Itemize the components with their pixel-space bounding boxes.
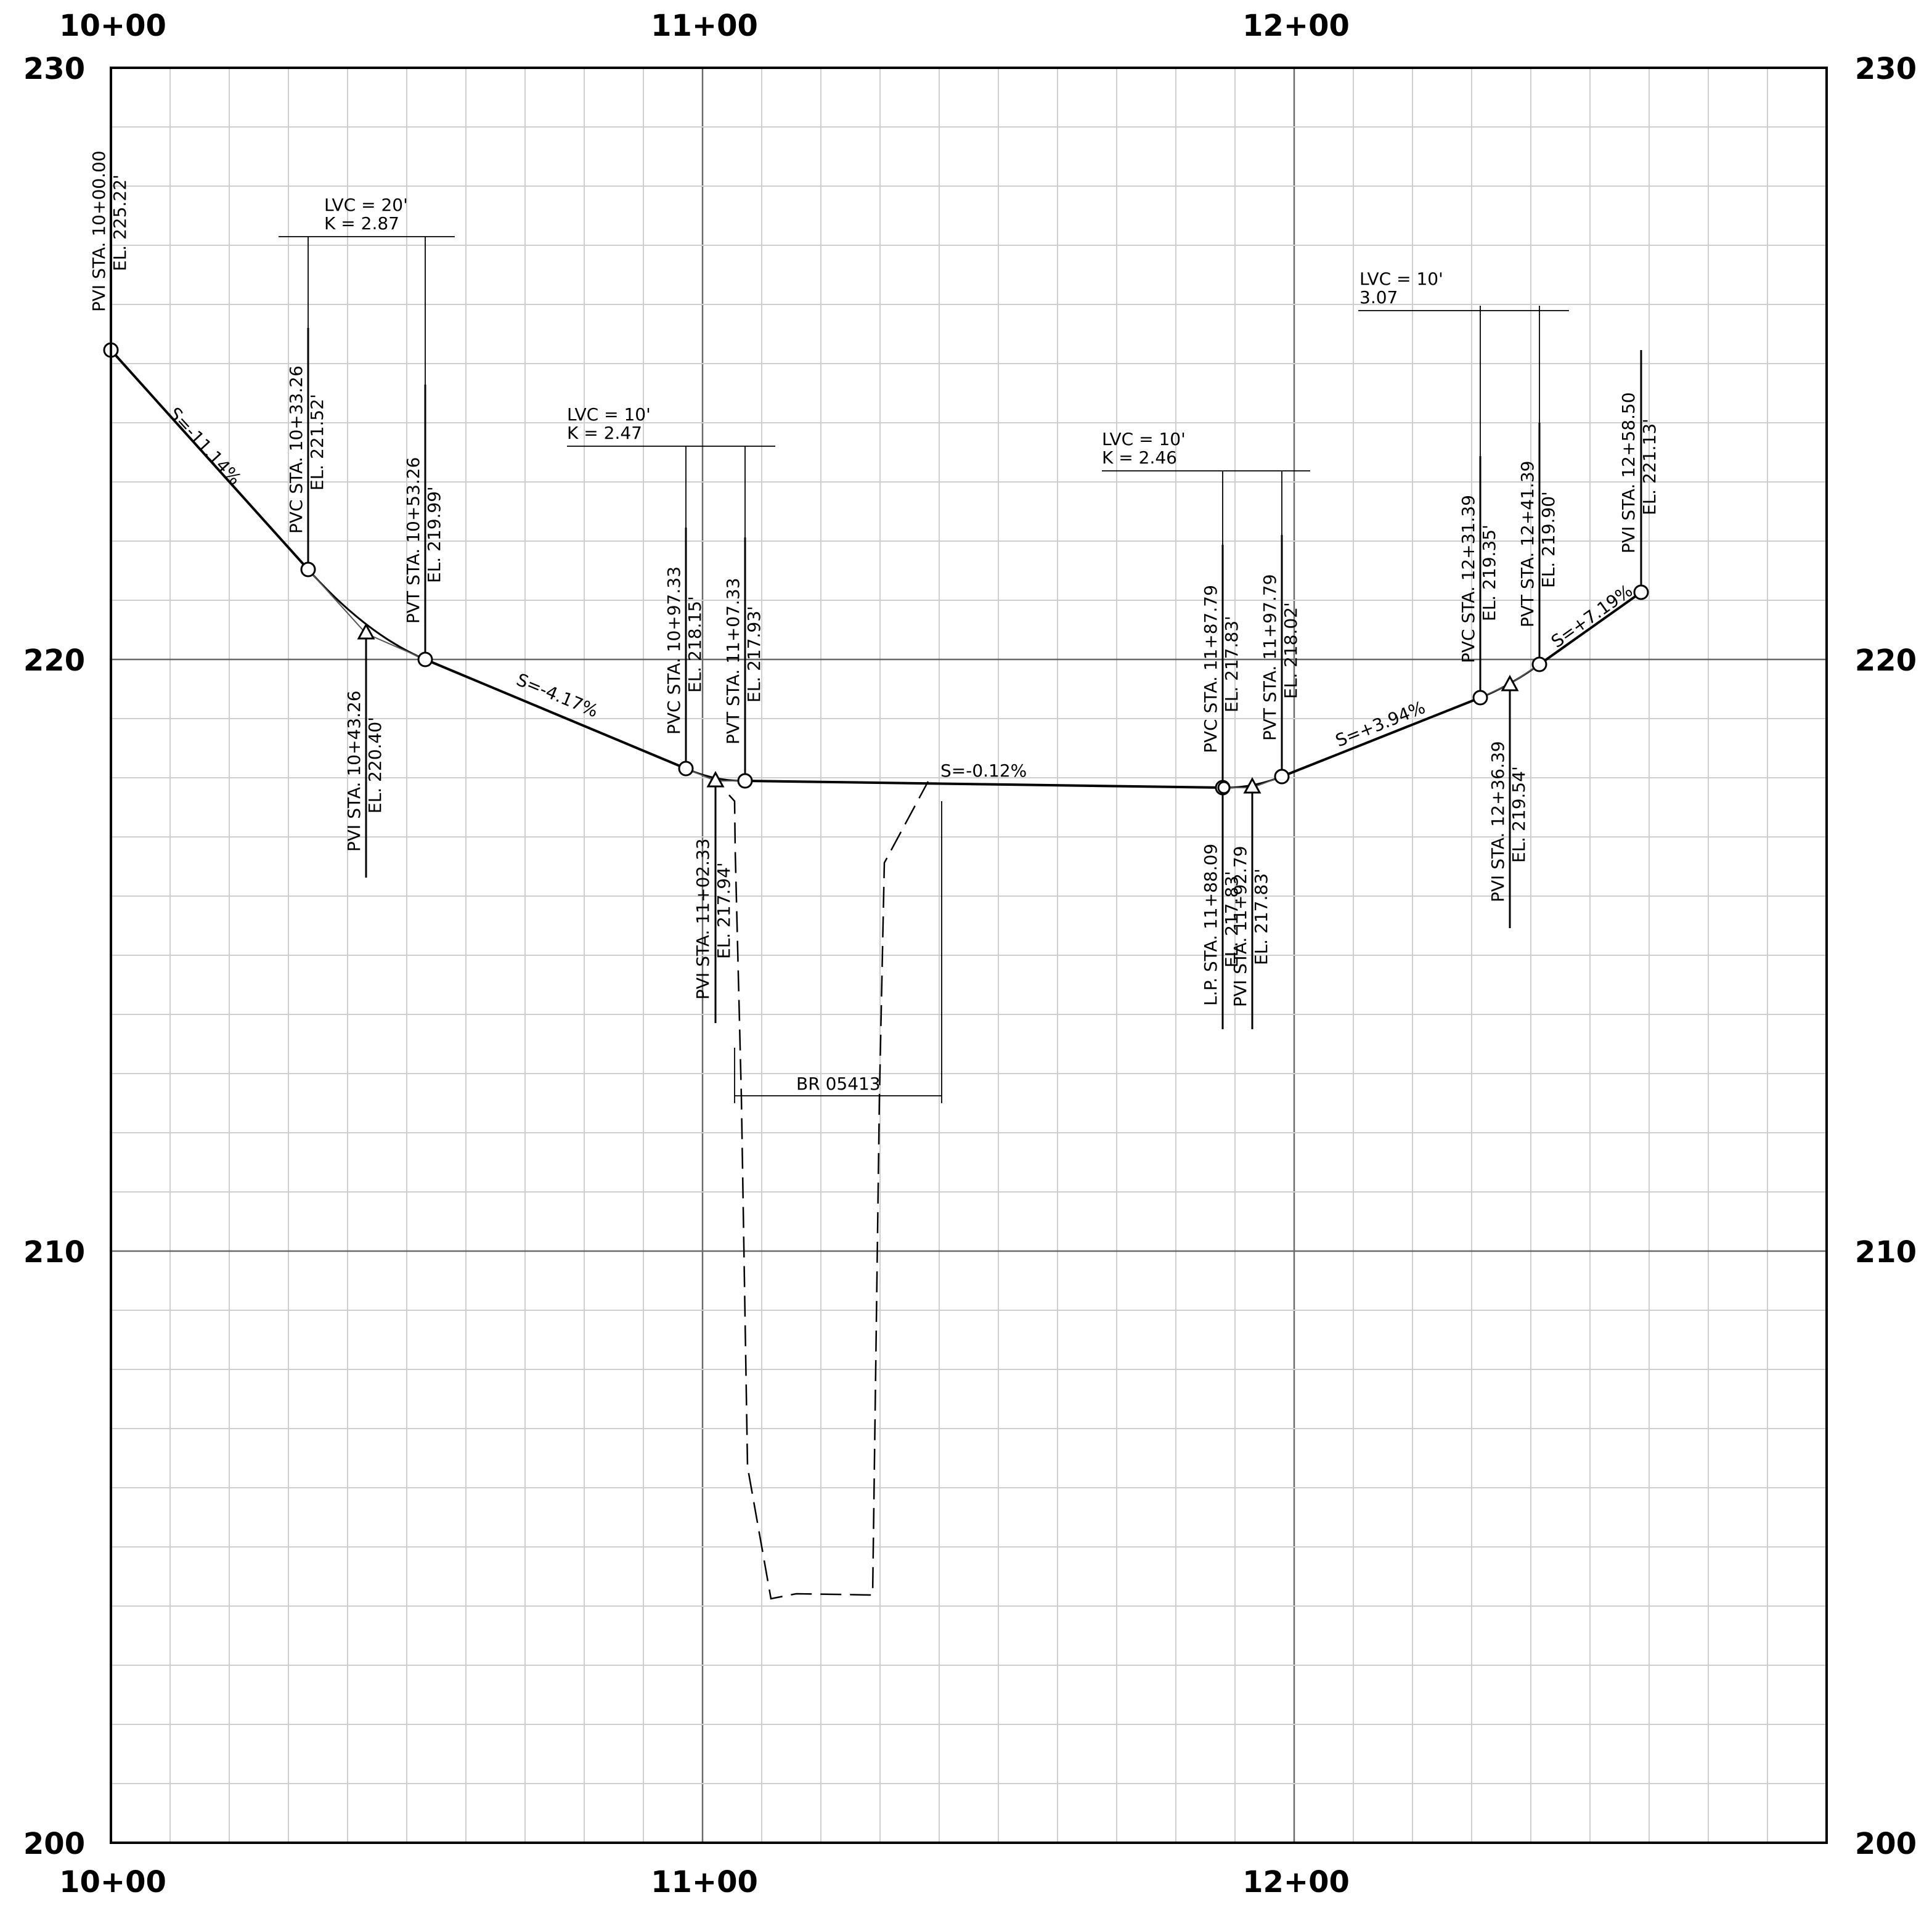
elevation-label: 230 (23, 52, 85, 86)
point-station-label: PVT STA. 11+07.33 (723, 578, 743, 744)
lvc-length-label: LVC = 10' (1102, 429, 1186, 449)
pvi-triangle-marker-4 (1501, 674, 1519, 691)
existing-ground-line (728, 781, 929, 1600)
station-label: 11+00 (651, 1865, 758, 1899)
point-elevation-label: EL. 218.02' (1281, 602, 1301, 699)
plot-frame (110, 67, 1828, 1844)
profile-tangent-line-2 (425, 658, 687, 770)
point-station-label: PVI STA. 10+43.26 (344, 690, 364, 852)
point-station-label: PVC STA. 12+31.39 (1458, 495, 1478, 663)
profile-tangent-line-5 (1538, 591, 1642, 666)
slope-label: S=-0.12% (940, 761, 1027, 781)
lvc-dimension-lines (279, 236, 1569, 545)
point-markers (103, 342, 1649, 796)
lvc-labels: LVC = 20' K = 2.87 LVC = 10' K = 2.47 LV… (324, 195, 1443, 468)
point-callouts: PVI STA. 10+00.00 EL. 225.22' PVC STA. 1… (89, 150, 1660, 1007)
point-station-label: PVT STA. 10+53.26 (403, 457, 423, 624)
elevation-label: 210 (1855, 1235, 1917, 1270)
pvi-triangle-marker-2 (706, 770, 725, 788)
pvi-circle-marker-5 (1633, 584, 1649, 600)
slope-label: S=-11.14% (165, 403, 245, 489)
point-station-label: PVI STA. 10+00.00 (89, 150, 109, 312)
pvt-circle-marker-2 (737, 773, 753, 789)
point-station-label: PVI STA. 11+02.33 (693, 838, 713, 1000)
pvt-circle-marker (417, 651, 433, 667)
slope-label: S=+7.19% (1547, 581, 1636, 652)
elevation-labels-right: 230 220 210 200 (1855, 52, 1917, 1861)
callout-leaders (110, 108, 1642, 1029)
point-elevation-label: EL. 221.52' (307, 394, 327, 491)
point-station-label: PVI STA. 11+92.79 (1230, 846, 1250, 1007)
pvc-circle-marker-2 (678, 761, 694, 777)
lp-circle-marker (1217, 781, 1231, 794)
point-elevation-label: EL. 219.90' (1538, 491, 1559, 588)
elevation-label: 200 (1855, 1827, 1917, 1861)
station-label: 10+00 (59, 1865, 166, 1899)
profile-tangent-line-3 (744, 780, 1223, 789)
k-value-label: K = 2.47 (567, 423, 642, 443)
profile-tangent-line (110, 349, 309, 571)
pvi-triangle-marker-3 (1243, 777, 1262, 794)
pvi-chords (308, 569, 1540, 788)
elevation-label: 230 (1855, 52, 1917, 86)
k-value-label: 3.07 (1359, 287, 1398, 308)
elevation-labels-left: 230 220 210 200 (23, 52, 85, 1861)
elevation-label: 200 (23, 1827, 85, 1861)
lvc-length-label: LVC = 10' (567, 404, 651, 425)
bridge-dimension (734, 801, 942, 1103)
point-elevation-label: EL. 219.35' (1479, 524, 1499, 621)
pvt-circle-marker-4 (1531, 656, 1547, 672)
lvc-length-label: LVC = 20' (324, 195, 408, 215)
profile-tangent-line-4 (1281, 696, 1481, 778)
point-elevation-label: EL. 217.94' (714, 862, 734, 959)
point-station-label: PVC STA. 11+87.79 (1200, 585, 1221, 753)
pvc-circle-marker-4 (1472, 690, 1488, 706)
grid (111, 68, 1827, 1843)
point-station-label: PVT STA. 11+97.79 (1260, 574, 1280, 741)
k-value-label: K = 2.87 (324, 213, 399, 234)
point-elevation-label: EL. 219.54' (1509, 766, 1529, 863)
point-elevation-label: EL. 217.83' (1251, 868, 1271, 965)
station-label: 11+00 (651, 9, 758, 43)
station-label: 10+00 (59, 9, 166, 43)
k-value-label: K = 2.46 (1102, 447, 1177, 468)
point-elevation-label: EL. 217.93' (744, 606, 764, 703)
bridge-label: BR 05413 (796, 1074, 881, 1094)
station-labels-top: 10+00 11+00 12+00 (59, 9, 1350, 43)
point-station-label: L.P. STA. 11+88.09 (1200, 844, 1221, 1006)
station-labels-bottom: 10+00 11+00 12+00 (59, 1865, 1350, 1899)
point-elevation-label: EL. 220.40' (365, 717, 385, 814)
point-elevation-label: EL. 225.22' (110, 174, 130, 271)
pvt-circle-marker-3 (1274, 769, 1290, 785)
point-station-label: PVI STA. 12+36.39 (1488, 741, 1508, 902)
point-station-label: PVC STA. 10+97.33 (664, 566, 684, 735)
station-label: 12+00 (1242, 9, 1350, 43)
point-elevation-label: EL. 219.99' (424, 486, 444, 583)
point-elevation-label: EL. 217.83' (1221, 616, 1242, 712)
point-elevation-label: EL. 221.13' (1639, 418, 1660, 515)
elevation-label: 210 (23, 1235, 85, 1270)
pvc-circle-marker (300, 561, 316, 577)
elevation-label: 220 (23, 643, 85, 678)
point-elevation-label: EL. 218.15' (685, 596, 705, 693)
point-station-label: PVI STA. 12+58.50 (1618, 392, 1639, 553)
pvi-triangle-marker (357, 622, 375, 640)
station-label: 12+00 (1242, 1865, 1350, 1899)
lvc-length-label: LVC = 10' (1359, 269, 1443, 289)
point-elevation-label: EL. 217.83' (1221, 871, 1242, 968)
point-station-label: PVC STA. 10+33.26 (286, 365, 306, 534)
point-station-label: PVT STA. 12+41.39 (1517, 461, 1538, 627)
elevation-label: 220 (1855, 643, 1917, 678)
